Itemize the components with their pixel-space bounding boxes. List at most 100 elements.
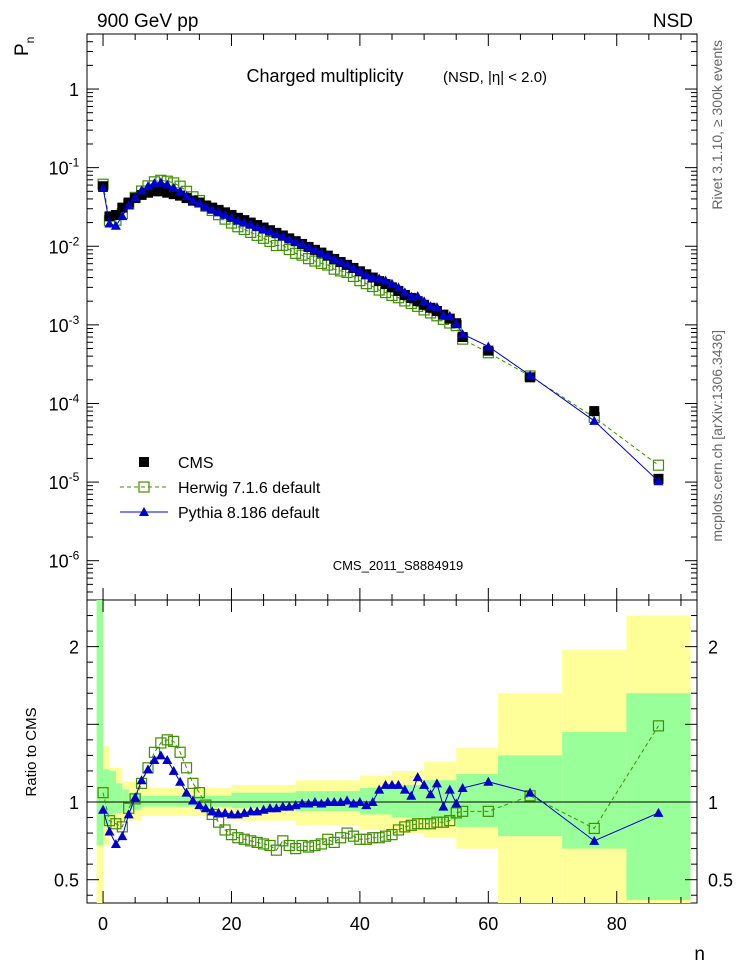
herwig-ratio-point xyxy=(213,816,225,828)
pythia-ratio-point xyxy=(168,765,179,775)
cms-main-point xyxy=(155,186,166,197)
pythia-main-point xyxy=(232,215,243,225)
herwig-ratio-point xyxy=(103,815,116,827)
pythia-main-point xyxy=(277,231,288,241)
cms-main-point xyxy=(117,202,128,213)
pythia-main-point xyxy=(297,239,308,249)
pythia-ratio-point xyxy=(374,784,385,794)
herwig-ratio-point xyxy=(110,818,122,830)
pythia-main-point xyxy=(322,250,333,260)
legend-entry-label: Pythia 8.186 default xyxy=(178,505,320,522)
pythia-ratio-point xyxy=(653,807,664,817)
herwig-ratio-point xyxy=(193,787,205,799)
pythia-main-point xyxy=(425,301,436,311)
herwig-main-point xyxy=(296,249,308,261)
pythia-main-point xyxy=(155,177,166,187)
pythia-main-point xyxy=(399,287,410,297)
cms-main-point xyxy=(110,209,121,220)
pythia-main-point xyxy=(431,302,442,312)
herwig-main-point xyxy=(302,253,315,265)
herwig-main-point xyxy=(652,459,665,471)
header-left-label: 900 GeV pp xyxy=(97,11,198,32)
herwig-ratio-point xyxy=(450,807,462,819)
ratio-y-tick-label-left: 2 xyxy=(69,638,79,658)
herwig-ratio-point xyxy=(174,746,186,758)
pythia-main-point xyxy=(438,310,449,320)
pythia-ratio-point xyxy=(104,826,115,836)
pythia-main-point xyxy=(104,218,115,228)
herwig-main-point xyxy=(270,239,283,252)
pythia-ratio-point xyxy=(175,776,186,786)
pythia-main-point xyxy=(290,236,301,246)
legend-entry-label: CMS xyxy=(178,455,214,472)
herwig-ratio-point xyxy=(412,818,424,830)
pythia-main-point xyxy=(361,269,372,279)
pythia-ratio-point xyxy=(277,801,288,811)
pythia-ratio-point xyxy=(451,798,462,808)
pythia-ratio-point xyxy=(155,750,166,760)
ratio-band-stat xyxy=(456,774,498,827)
pythia-main-point xyxy=(181,191,192,201)
y-tick-label: 10-4 xyxy=(49,391,80,414)
pythia-main-point xyxy=(98,182,109,192)
herwig-ratio-point xyxy=(238,833,250,845)
pythia-ratio-point xyxy=(399,784,410,794)
pythia-main-point xyxy=(220,209,231,219)
pythia-ratio-point xyxy=(143,764,153,774)
herwig-ratio-point xyxy=(187,777,199,789)
ratio-band-stat xyxy=(562,732,627,849)
herwig-ratio-point xyxy=(245,835,257,847)
herwig-ratio-point xyxy=(225,829,238,841)
plot-subtitle: (NSD, |η| < 2.0) xyxy=(443,69,547,86)
pythia-main-point xyxy=(252,222,263,232)
pythia-main-point xyxy=(213,207,224,217)
pythia-main-point xyxy=(168,182,179,192)
plot-title: Charged multiplicity xyxy=(246,66,403,86)
mcplots-reference-label: mcplots.cern.ch [arXiv:1306.3436] xyxy=(709,330,725,542)
ratio-band-stat xyxy=(96,600,104,846)
pythia-ratio-point xyxy=(431,778,442,788)
pythia-main-line xyxy=(102,181,659,482)
pythia-main-point xyxy=(123,200,134,210)
x-tick-label: 20 xyxy=(221,914,241,934)
main-axis-ticks: 1 10-1 10-2 10-3 10-4 10-5 10-6 xyxy=(49,33,697,600)
pythia-ratio-point xyxy=(265,803,275,813)
herwig-ratio-point xyxy=(309,839,321,852)
herwig-ratio-point xyxy=(283,839,295,852)
pythia-main-point xyxy=(451,318,462,328)
herwig-ratio-point xyxy=(482,805,494,817)
y-tick-label: 10-2 xyxy=(49,234,80,257)
legend: CMS Herwig 7.1.6 default Pythia 8.186 defa… xyxy=(120,455,321,522)
y-tick-label: 10-3 xyxy=(49,313,80,336)
legend-marker-pythia xyxy=(139,507,149,516)
pythia-main-point xyxy=(130,192,141,202)
herwig-ratio-point xyxy=(97,787,109,799)
herwig-main-point xyxy=(309,255,321,267)
pythia-main-point xyxy=(239,217,250,227)
pythia-main-point xyxy=(258,224,269,234)
pythia-ratio-point xyxy=(367,797,378,806)
herwig-ratio-point xyxy=(360,833,372,845)
pythia-main-point xyxy=(309,244,320,254)
y-tick-label: 1 xyxy=(69,80,79,100)
herwig-main-point xyxy=(283,243,295,256)
herwig-ratio-point xyxy=(232,832,244,844)
pythia-ratio-point xyxy=(444,784,455,794)
x-tick-label: 0 xyxy=(98,914,108,934)
pythia-ratio-point xyxy=(181,787,192,797)
pythia-main-point xyxy=(284,234,295,244)
pythia-ratio-point xyxy=(207,806,218,816)
herwig-ratio-point xyxy=(652,720,665,732)
pythia-ratio-point xyxy=(342,795,353,805)
pythia-ratio-point xyxy=(187,795,198,805)
pythia-main-point xyxy=(194,198,205,208)
pythia-main-point xyxy=(329,253,340,263)
y-tick-label: 10-6 xyxy=(49,549,80,572)
herwig-ratio-point xyxy=(270,844,283,856)
pythia-main-point xyxy=(187,195,198,205)
pythia-main-point xyxy=(271,229,282,239)
pythia-main-point xyxy=(457,329,468,339)
ratio-band-stat xyxy=(231,792,296,809)
herwig-ratio-point xyxy=(399,821,411,833)
